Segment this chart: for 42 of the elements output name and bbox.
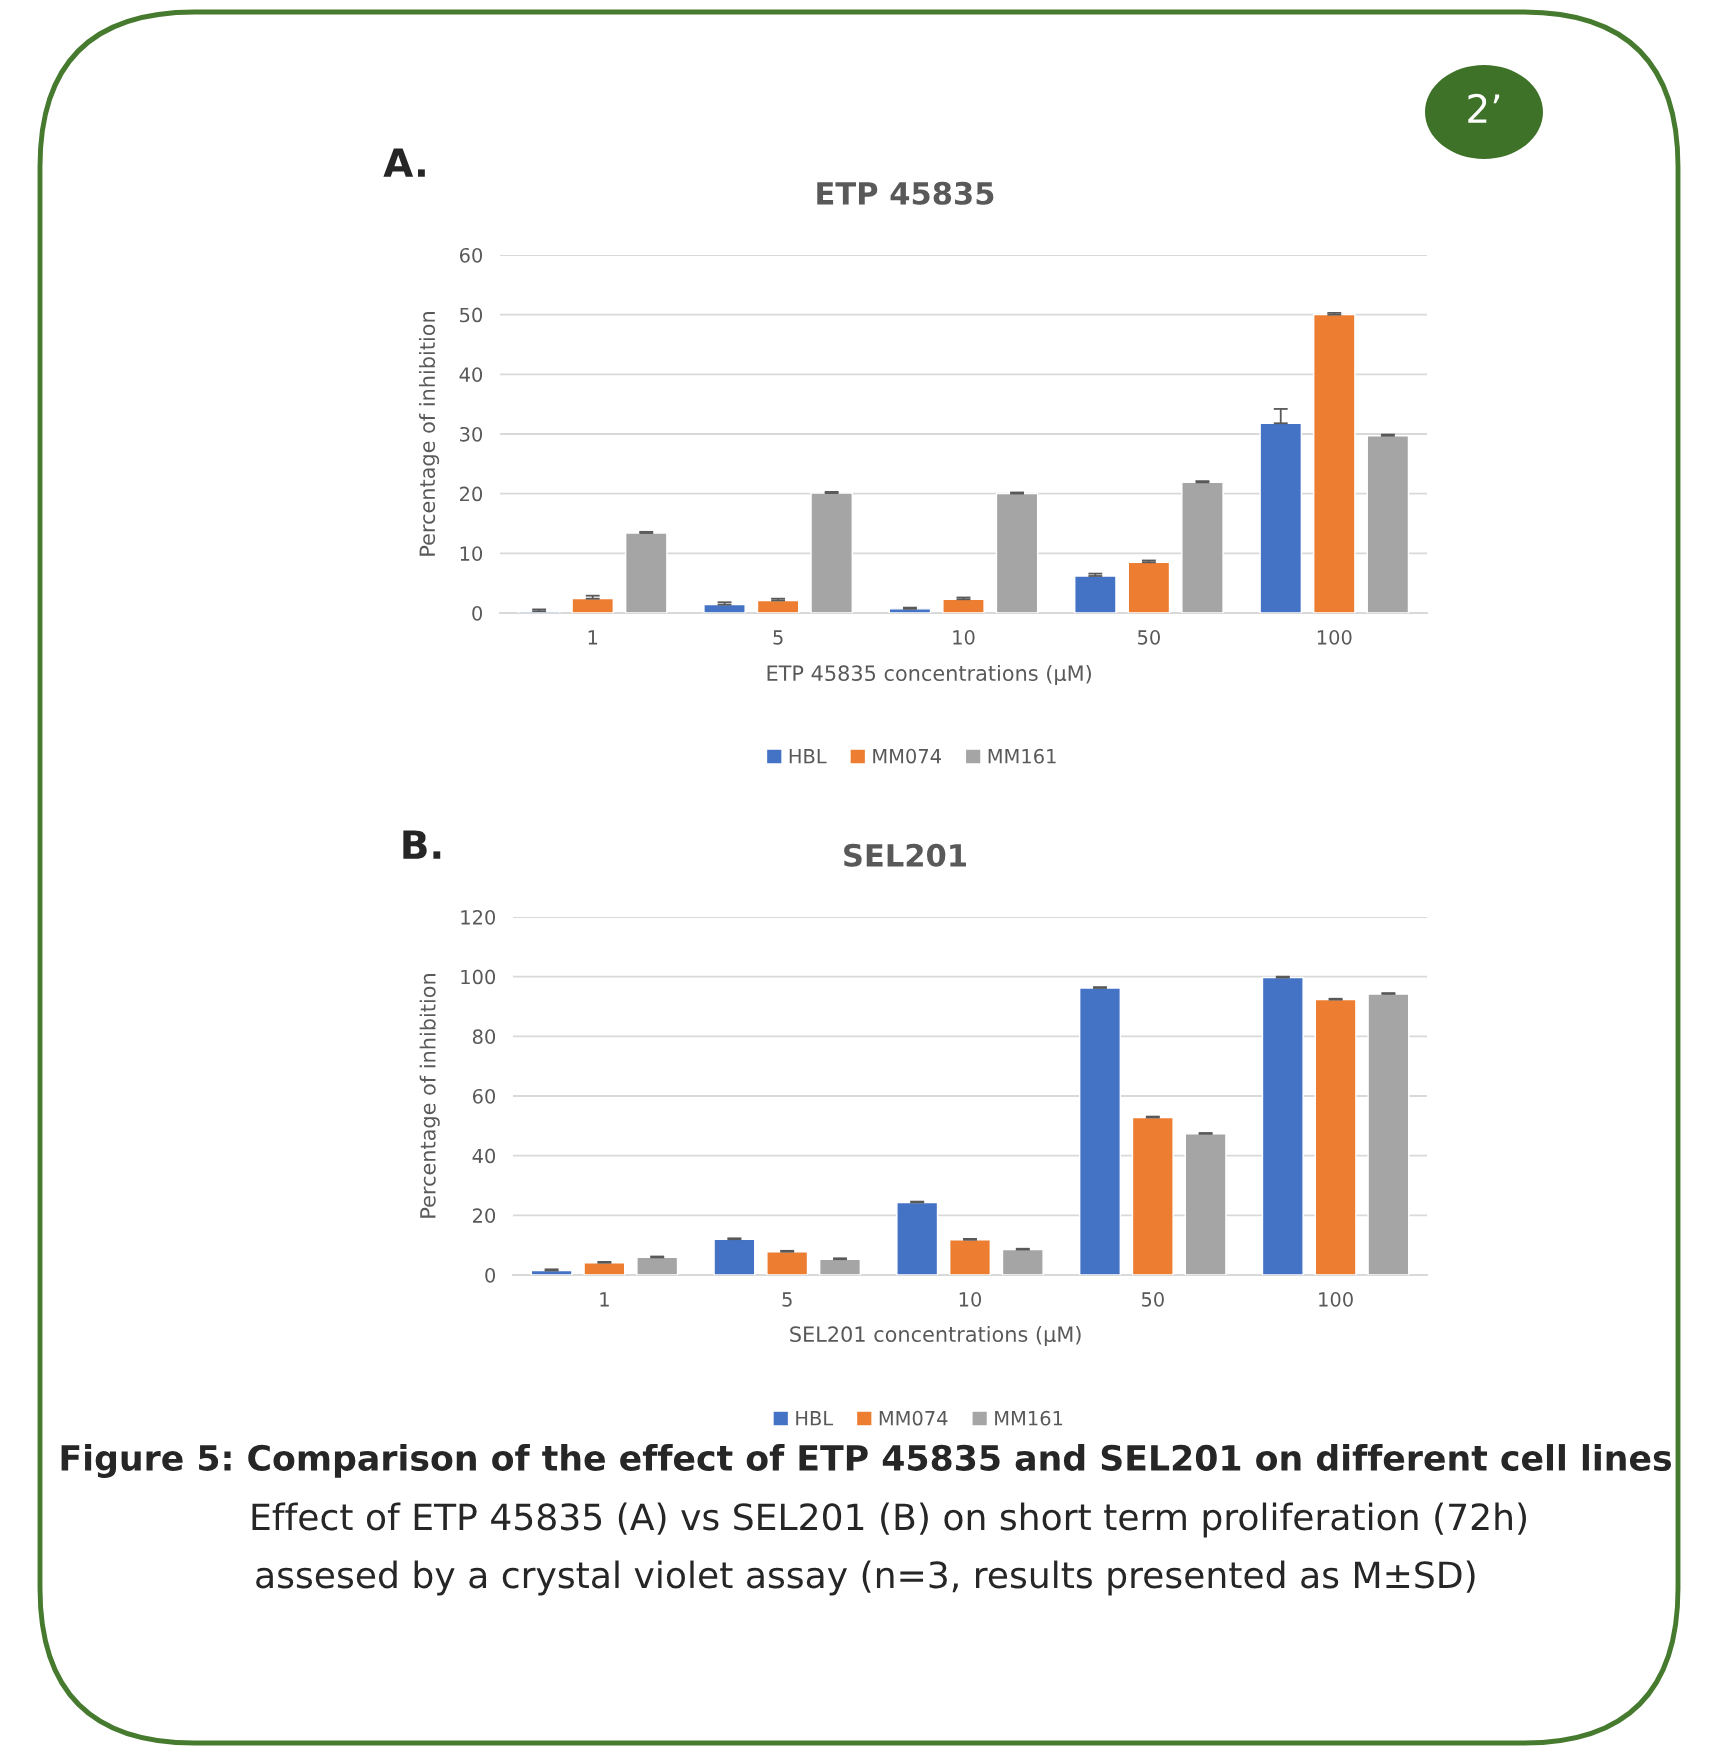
legend-label: MM074 xyxy=(879,1410,948,1426)
x-tick-label: 1 xyxy=(588,630,598,645)
chart-title: SEL201 xyxy=(844,843,966,867)
x-tick-label: 5 xyxy=(782,1292,792,1307)
y-tick-label: 40 xyxy=(472,1148,496,1164)
y-tick-label: 80 xyxy=(472,1029,496,1044)
x-tick-label: 100 xyxy=(1319,1292,1353,1307)
legend-label: MM074 xyxy=(873,748,941,764)
legend-label: MM161 xyxy=(995,1410,1063,1426)
legend-label: MM161 xyxy=(988,748,1056,764)
legend-label: HBL xyxy=(789,749,827,764)
y-tick-label: 100 xyxy=(461,969,496,985)
y-tick-label: 40 xyxy=(459,367,483,382)
y-tick-label: 60 xyxy=(472,1088,496,1104)
text: assesed by a crystal violet assay (n=3, results presented as M±SD) xyxy=(256,1560,1475,1596)
text: Effect of ETP 45835 (A) vs SEL201 (B) on short term proliferation (72h) xyxy=(252,1502,1526,1538)
y-axis-title: Percentage of inhibition xyxy=(419,974,440,1218)
x-tick-label: 50 xyxy=(1141,1292,1164,1307)
y-tick-label: 20 xyxy=(473,1208,496,1223)
x-tick-label: 100 xyxy=(1317,630,1352,645)
x-tick-label: 50 xyxy=(1138,630,1160,645)
text: B. xyxy=(403,830,441,859)
chart-title: ETP 45835 xyxy=(817,181,994,205)
text: A. xyxy=(383,148,425,177)
y-tick-label: 20 xyxy=(460,486,483,502)
y-tick-label: 0 xyxy=(472,605,483,621)
text: 2’ xyxy=(1468,93,1500,123)
y-tick-label: 50 xyxy=(460,307,483,323)
x-tick-label: 5 xyxy=(773,630,783,645)
x-tick-label: 10 xyxy=(959,1292,982,1307)
y-tick-label: 30 xyxy=(460,426,483,442)
x-axis-title: ETP 45835 concentrations (µM) xyxy=(767,664,1091,686)
caption: Figure 5: Comparison of the effect of ETP 45835 and SEL201 on different cell lines xyxy=(61,1444,1672,1478)
y-tick-label: 10 xyxy=(460,546,483,561)
x-tick-label: 1 xyxy=(600,1292,609,1307)
y-tick-label: 120 xyxy=(461,909,496,925)
x-tick-label: 10 xyxy=(953,630,975,645)
x-axis-title: SEL201 concentrations (µM) xyxy=(790,1325,1081,1347)
y-tick-label: 60 xyxy=(459,247,483,263)
y-axis-title: Percentage of inhibition xyxy=(418,312,440,556)
y-tick-label: 0 xyxy=(485,1267,496,1283)
legend-label: HBL xyxy=(796,1411,834,1426)
